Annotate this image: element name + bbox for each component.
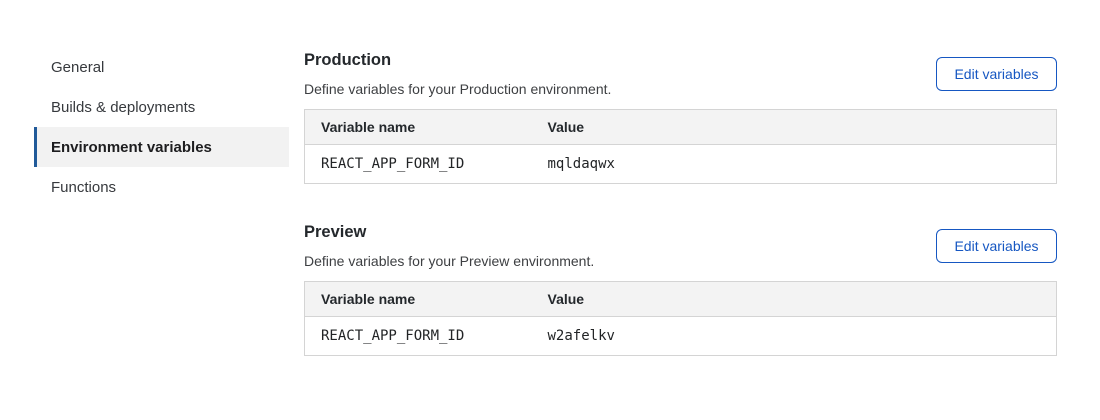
preview-variables-table: Variable name Value REACT_APP_FORM_ID w2…	[304, 281, 1057, 356]
table-row: REACT_APP_FORM_ID mqldaqwx	[305, 145, 1057, 184]
section-title-production: Production	[304, 51, 392, 69]
sidebar-item-environment-variables[interactable]: Environment variables	[34, 127, 289, 167]
environment-variables-panel: Production Define variables for your Pro…	[304, 49, 1057, 356]
sidebar-item-functions[interactable]: Functions	[34, 167, 289, 207]
variable-name-cell: REACT_APP_FORM_ID	[321, 328, 465, 344]
edit-variables-button-preview[interactable]: Edit variables	[936, 228, 1057, 263]
sidebar-item-label: General	[51, 58, 105, 76]
sidebar-item-builds-deployments[interactable]: Builds & deployments	[34, 87, 289, 127]
column-header-value: Value	[531, 281, 1057, 317]
section-title-preview: Preview	[304, 223, 367, 241]
table-row: REACT_APP_FORM_ID w2afelkv	[305, 317, 1057, 356]
sidebar-item-general[interactable]: General	[34, 47, 289, 87]
variable-value-cell: w2afelkv	[547, 328, 615, 344]
production-section-header: Production Define variables for your Pro…	[304, 49, 1057, 98]
production-section-text: Production Define variables for your Pro…	[304, 49, 611, 98]
variable-name-cell: REACT_APP_FORM_ID	[321, 156, 465, 172]
column-header-value: Value	[531, 109, 1057, 145]
production-variables-table: Variable name Value REACT_APP_FORM_ID mq…	[304, 109, 1057, 184]
preview-section-header: Preview Define variables for your Previe…	[304, 221, 1057, 270]
table-header-row: Variable name Value	[304, 281, 1057, 317]
settings-nav: General Builds & deployments Environment…	[34, 47, 289, 207]
variable-value-cell: mqldaqwx	[547, 156, 615, 172]
preview-section: Preview Define variables for your Previe…	[304, 221, 1057, 356]
preview-section-text: Preview Define variables for your Previe…	[304, 221, 594, 270]
table-header-row: Variable name Value	[304, 109, 1057, 145]
column-header-variable-name: Variable name	[304, 281, 532, 317]
column-header-variable-name: Variable name	[304, 109, 532, 145]
edit-variables-button-production[interactable]: Edit variables	[936, 56, 1057, 91]
section-description-preview: Define variables for your Preview enviro…	[304, 253, 595, 269]
sidebar-item-label: Functions	[51, 178, 117, 196]
sidebar-item-label: Environment variables	[51, 138, 212, 156]
section-description-production: Define variables for your Production env…	[304, 81, 612, 97]
production-section: Production Define variables for your Pro…	[304, 49, 1057, 184]
sidebar-item-label: Builds & deployments	[51, 98, 196, 116]
